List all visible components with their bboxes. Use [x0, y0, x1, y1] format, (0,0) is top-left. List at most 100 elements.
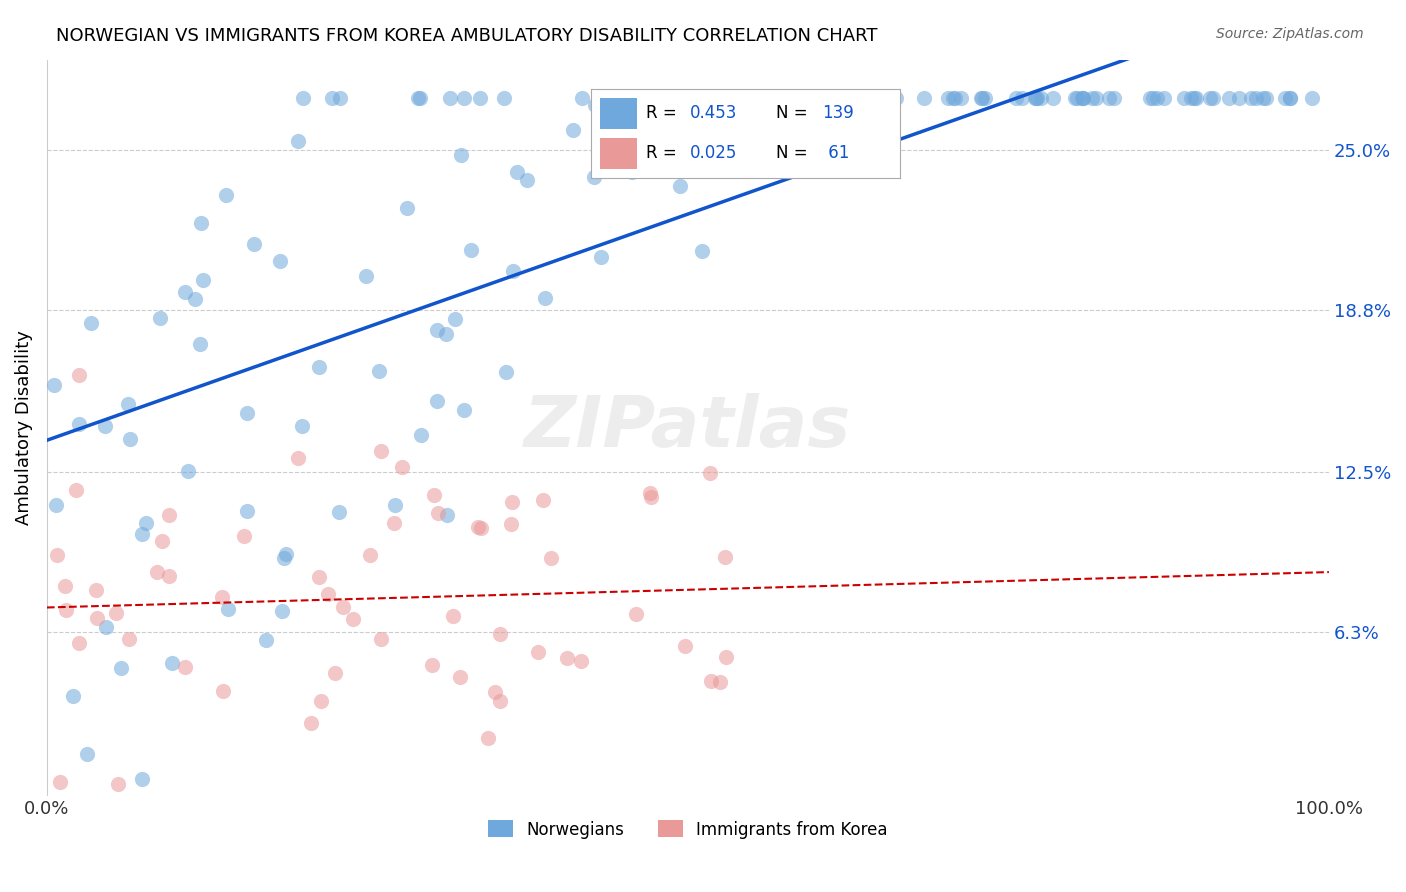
Norwegians	[96, 620, 118, 634]
Norwegians	[690, 244, 713, 259]
Immigrants from Korea	[477, 731, 499, 745]
Norwegians	[534, 291, 557, 305]
Immigrants from Korea	[316, 587, 339, 601]
Immigrants from Korea	[287, 451, 309, 466]
Norwegians	[943, 91, 966, 105]
Norwegians	[641, 150, 664, 164]
Norwegians	[439, 91, 461, 105]
Norwegians	[443, 311, 465, 326]
Norwegians	[1227, 91, 1250, 105]
Immigrants from Korea	[55, 602, 77, 616]
Immigrants from Korea	[67, 636, 90, 650]
Norwegians	[453, 91, 475, 105]
Norwegians	[600, 91, 623, 105]
Immigrants from Korea	[65, 483, 87, 498]
Immigrants from Korea	[53, 579, 76, 593]
Immigrants from Korea	[709, 674, 731, 689]
Norwegians	[505, 165, 527, 179]
Norwegians	[1084, 91, 1107, 105]
Norwegians	[188, 336, 211, 351]
Legend: Norwegians, Immigrants from Korea: Norwegians, Immigrants from Korea	[481, 814, 894, 846]
Y-axis label: Ambulatory Disability: Ambulatory Disability	[15, 330, 32, 524]
Norwegians	[1153, 91, 1175, 105]
Norwegians	[1024, 91, 1046, 105]
Immigrants from Korea	[342, 612, 364, 626]
Immigrants from Korea	[118, 632, 141, 646]
Norwegians	[1173, 91, 1195, 105]
Immigrants from Korea	[48, 775, 70, 789]
Norwegians	[215, 188, 238, 202]
Norwegians	[835, 91, 858, 105]
Norwegians	[45, 498, 67, 512]
Norwegians	[217, 602, 239, 616]
Norwegians	[1240, 91, 1263, 105]
Immigrants from Korea	[501, 494, 523, 508]
Norwegians	[1278, 91, 1301, 105]
Norwegians	[149, 310, 172, 325]
Immigrants from Korea	[107, 777, 129, 791]
Norwegians	[1011, 91, 1033, 105]
Immigrants from Korea	[540, 551, 562, 566]
Norwegians	[516, 173, 538, 187]
Norwegians	[236, 504, 259, 518]
Norwegians	[806, 91, 828, 105]
Norwegians	[242, 237, 264, 252]
Norwegians	[1071, 91, 1094, 105]
Norwegians	[291, 91, 314, 105]
Norwegians	[814, 91, 837, 105]
Immigrants from Korea	[370, 444, 392, 458]
Immigrants from Korea	[84, 582, 107, 597]
Norwegians	[853, 91, 876, 105]
Norwegians	[1301, 91, 1323, 105]
Norwegians	[803, 91, 825, 105]
Immigrants from Korea	[569, 654, 592, 668]
Norwegians	[190, 216, 212, 230]
Norwegians	[820, 91, 842, 105]
Norwegians	[94, 419, 117, 434]
Norwegians	[1199, 91, 1222, 105]
Norwegians	[42, 378, 65, 392]
Immigrants from Korea	[526, 645, 548, 659]
Text: NORWEGIAN VS IMMIGRANTS FROM KOREA AMBULATORY DISABILITY CORRELATION CHART: NORWEGIAN VS IMMIGRANTS FROM KOREA AMBUL…	[56, 27, 877, 45]
Text: ZIPatlas: ZIPatlas	[524, 392, 852, 462]
Norwegians	[494, 91, 516, 105]
Norwegians	[131, 527, 153, 541]
Immigrants from Korea	[46, 549, 69, 563]
Norwegians	[1071, 91, 1094, 105]
Immigrants from Korea	[441, 609, 464, 624]
Norwegians	[620, 165, 643, 179]
Norwegians	[1139, 91, 1161, 105]
Norwegians	[254, 632, 277, 647]
Norwegians	[356, 268, 378, 283]
Norwegians	[135, 516, 157, 530]
Norwegians	[160, 656, 183, 670]
Norwegians	[796, 91, 818, 105]
Bar	[600, 98, 637, 129]
Norwegians	[1180, 91, 1202, 105]
Norwegians	[703, 91, 725, 105]
Immigrants from Korea	[308, 570, 330, 584]
Norwegians	[1029, 91, 1052, 105]
Norwegians	[495, 366, 517, 380]
Norwegians	[367, 364, 389, 378]
Norwegians	[936, 91, 959, 105]
Norwegians	[700, 91, 723, 105]
Norwegians	[848, 91, 870, 105]
Bar	[600, 138, 637, 169]
Norwegians	[193, 272, 215, 286]
Norwegians	[411, 427, 433, 442]
Norwegians	[287, 135, 309, 149]
Immigrants from Korea	[423, 488, 446, 502]
Norwegians	[731, 91, 754, 105]
Norwegians	[1254, 91, 1277, 105]
Norwegians	[974, 91, 997, 105]
Norwegians	[1102, 91, 1125, 105]
Norwegians	[76, 747, 98, 761]
Norwegians	[291, 419, 314, 434]
Norwegians	[1201, 91, 1223, 105]
Norwegians	[269, 253, 291, 268]
Immigrants from Korea	[104, 607, 127, 621]
Norwegians	[120, 433, 142, 447]
Norwegians	[1142, 91, 1164, 105]
Norwegians	[970, 91, 993, 105]
